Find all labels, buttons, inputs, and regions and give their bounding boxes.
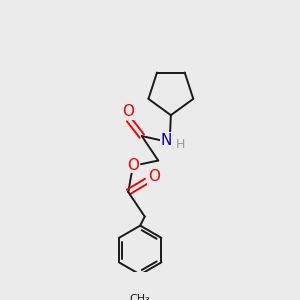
Text: O: O — [122, 104, 134, 119]
Text: CH₃: CH₃ — [130, 294, 151, 300]
Text: O: O — [148, 169, 160, 184]
Text: N: N — [160, 133, 172, 148]
Text: O: O — [127, 158, 139, 172]
Text: H: H — [176, 138, 185, 151]
